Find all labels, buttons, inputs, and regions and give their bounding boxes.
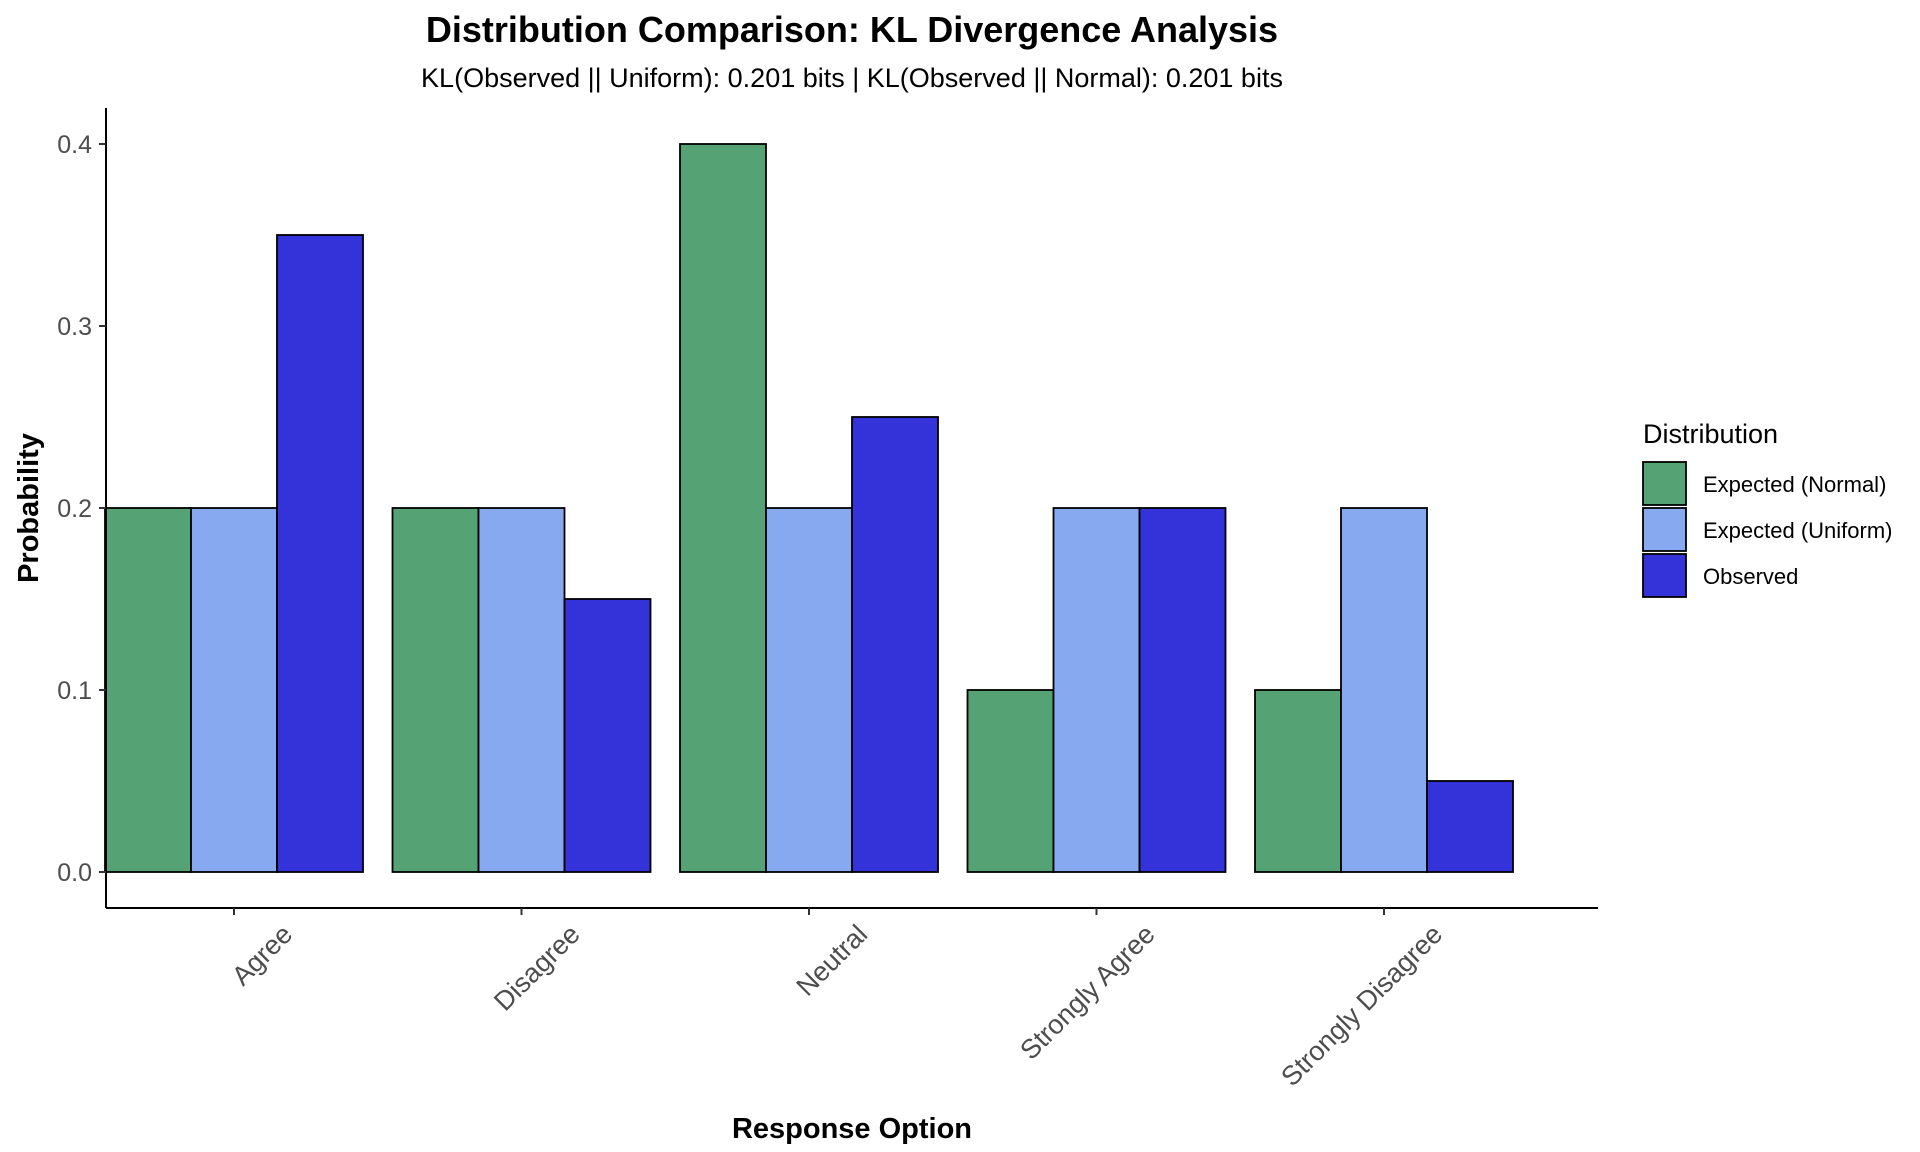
x-tick-label: Strongly Agree	[1014, 919, 1160, 1065]
legend: Distribution Expected (Normal)Expected (…	[1642, 419, 1893, 598]
chart-subtitle: KL(Observed || Uniform): 0.201 bits | KL…	[421, 63, 1283, 93]
bar-neutral-expected-normal	[679, 143, 767, 873]
legend-swatch	[1642, 461, 1687, 506]
x-tick-label: Agree	[226, 919, 298, 991]
legend-swatch	[1642, 553, 1687, 598]
bars-layer	[104, 143, 1514, 873]
bar-disagree-expected-normal	[391, 507, 480, 873]
legend-title: Distribution	[1643, 419, 1778, 449]
bar-agree-observed	[276, 234, 364, 873]
bar-disagree-observed	[563, 598, 652, 873]
bar-strongly-disagree-expected-normal	[1254, 689, 1342, 873]
bar-agree-expected-normal	[104, 507, 192, 873]
bar-strongly-disagree-expected-uniform	[1340, 507, 1428, 873]
bar-neutral-observed	[851, 416, 939, 873]
bar-strongly-disagree-observed	[1426, 780, 1514, 873]
legend-label: Expected (Normal)	[1703, 472, 1886, 497]
y-tick-label: 0.3	[57, 313, 92, 341]
bar-agree-expected-uniform	[190, 507, 278, 873]
x-tick-label: Disagree	[488, 919, 586, 1017]
x-tick-label: Neutral	[790, 919, 873, 1002]
chart-title: Distribution Comparison: KL Divergence A…	[426, 9, 1278, 50]
y-tick-label: 0.1	[57, 677, 92, 705]
bar-disagree-expected-uniform	[477, 507, 566, 873]
legend-items: Expected (Normal) Expected (Uniform) Obser…	[1642, 461, 1893, 598]
y-tick-label: 0.0	[57, 859, 92, 887]
y-tick-label: 0.2	[57, 495, 92, 523]
bar-strongly-agree-expected-normal	[966, 689, 1055, 873]
x-tick-label: Strongly Disagree	[1275, 919, 1448, 1092]
bar-strongly-agree-expected-uniform	[1052, 507, 1141, 873]
legend-label: Expected (Uniform)	[1703, 518, 1893, 543]
legend-swatch	[1642, 507, 1687, 552]
y-tick-label: 0.4	[57, 131, 92, 159]
x-axis-title: Response Option	[732, 1113, 972, 1145]
legend-label: Observed	[1703, 564, 1798, 589]
bar-neutral-expected-uniform	[765, 507, 853, 873]
y-axis-title: Probability	[13, 433, 45, 583]
bar-strongly-agree-observed	[1138, 507, 1227, 873]
